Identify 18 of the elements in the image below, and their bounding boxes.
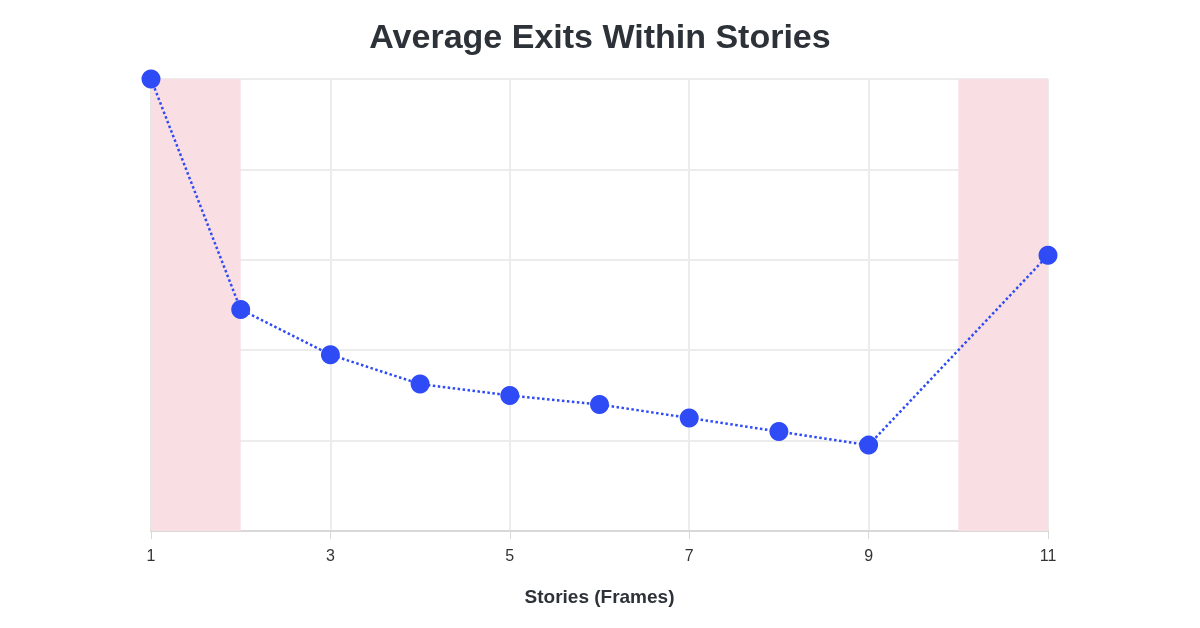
point	[320, 345, 340, 365]
x-tick-label: 7	[684, 546, 694, 564]
point	[590, 394, 609, 414]
point	[1038, 245, 1058, 265]
point	[141, 69, 161, 89]
chart-title: Average Exits Within Stories	[369, 17, 831, 55]
point	[859, 435, 879, 455]
x-tick-label: 3	[325, 546, 335, 564]
x-tick-label: 11	[1039, 546, 1057, 564]
x-tick-label: 5	[505, 546, 515, 564]
x-tick-label: 9	[864, 546, 874, 564]
x-tick-label: 1	[146, 546, 156, 564]
point	[769, 422, 789, 442]
point	[231, 300, 251, 320]
point	[410, 374, 430, 394]
x-axis-title: Stories (Frames)	[524, 586, 675, 607]
point	[500, 385, 520, 405]
point	[679, 408, 699, 428]
